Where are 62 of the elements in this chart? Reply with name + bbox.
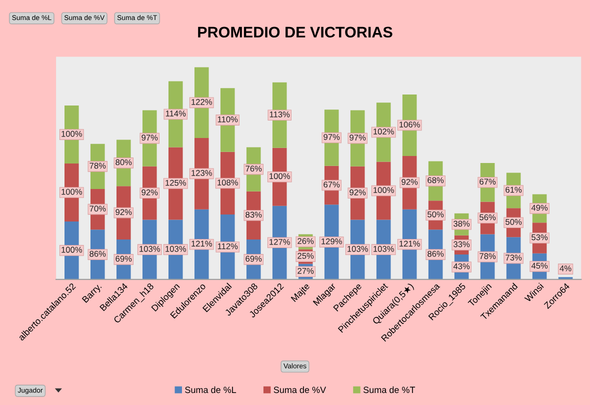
data-label: 50% — [428, 211, 444, 218]
data-label: 67% — [324, 182, 340, 188]
data-label: 4% — [560, 265, 572, 272]
data-label: 80% — [116, 159, 132, 166]
data-label: 100% — [62, 130, 82, 137]
data-label: 78% — [480, 253, 496, 260]
data-label: 100% — [374, 187, 394, 194]
data-label: 78% — [90, 162, 106, 169]
data-label: 33% — [454, 241, 470, 248]
data-label: 103% — [140, 246, 160, 252]
data-label: 97% — [350, 134, 366, 141]
legend-label: Suma de %T — [363, 386, 416, 394]
data-label: 92% — [402, 178, 418, 185]
data-label: 103% — [374, 246, 394, 252]
data-label: 100% — [62, 246, 82, 253]
data-label: 123% — [192, 170, 212, 176]
data-label: 69% — [116, 256, 132, 262]
data-label: 67% — [480, 178, 496, 185]
data-label: 49% — [531, 204, 548, 211]
data-label: 97% — [142, 134, 158, 141]
data-label: 127% — [270, 238, 290, 245]
legend-label: Suma de %L — [185, 386, 236, 394]
data-label: 92% — [142, 189, 158, 196]
data-label: 68% — [428, 177, 444, 184]
data-label: 103% — [348, 246, 368, 252]
data-label: 92% — [116, 209, 132, 216]
data-label: 27% — [298, 268, 314, 274]
legend-label: Suma de %V — [274, 386, 326, 394]
data-label: 56% — [480, 214, 496, 220]
data-label: 43% — [453, 263, 470, 270]
data-label: 102% — [374, 128, 394, 134]
data-label: 121% — [192, 240, 212, 247]
data-label: 76% — [246, 166, 262, 172]
data-label: 114% — [166, 110, 186, 116]
data-label: 103% — [166, 246, 186, 252]
data-label: 125% — [166, 180, 186, 186]
data-label: 69% — [246, 256, 262, 262]
data-label: 38% — [454, 220, 470, 227]
data-label: 61% — [506, 186, 522, 193]
data-label: 86% — [90, 250, 106, 257]
data-label: 25% — [298, 252, 314, 259]
data-label: 100% — [62, 188, 82, 195]
data-label: 50% — [506, 218, 522, 225]
data-label: 122% — [192, 99, 212, 105]
chart-title: PROMEDIO DE VICTORIAS — [198, 26, 392, 38]
data-label: 110% — [218, 116, 238, 122]
data-label: 45% — [531, 262, 548, 269]
data-label: 121% — [400, 240, 420, 247]
data-label: 106% — [400, 122, 420, 128]
data-label: 70% — [90, 206, 106, 212]
data-label: 83% — [246, 212, 262, 218]
data-label: 100% — [270, 173, 290, 180]
data-label: 112% — [218, 243, 238, 250]
data-label: 108% — [218, 180, 238, 186]
data-label: 97% — [324, 134, 340, 140]
data-label: 86% — [428, 250, 444, 257]
data-label: 129% — [322, 238, 342, 244]
data-label: 92% — [350, 189, 366, 196]
data-label: 53% — [532, 234, 548, 240]
data-label: 26% — [298, 238, 314, 244]
data-label: 113% — [270, 111, 290, 118]
data-label: 73% — [506, 254, 522, 261]
